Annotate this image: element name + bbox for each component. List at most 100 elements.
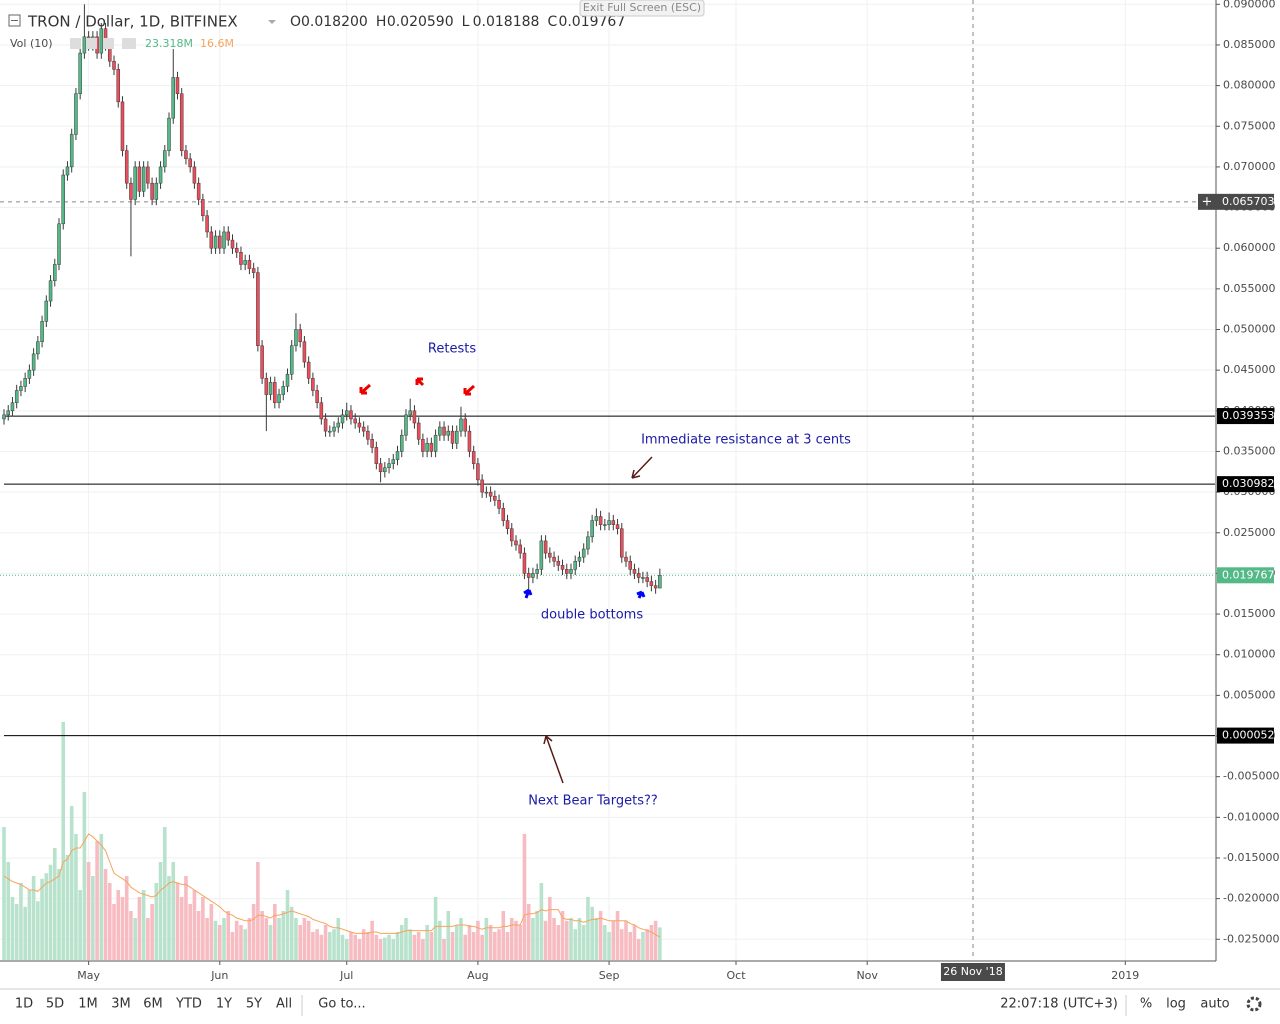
volume-bar [196, 911, 201, 960]
settings-icon[interactable] [1246, 996, 1262, 1012]
dropdown-icon[interactable] [268, 20, 276, 24]
candle-body [196, 182, 201, 200]
volume-bar [52, 848, 57, 960]
candle-body [493, 495, 497, 501]
range-button[interactable]: 1Y [216, 997, 232, 1012]
volume-bar [226, 911, 231, 960]
volume-bar [539, 883, 544, 960]
x-tick-label: 2019 [1111, 969, 1139, 982]
volume-bar [344, 939, 349, 960]
legend-icon[interactable] [103, 38, 114, 49]
volume-bar [69, 806, 74, 960]
candle-body [2, 414, 6, 420]
candle-body [188, 158, 192, 168]
volume-bar [366, 932, 370, 960]
candle-body [514, 540, 518, 546]
candle-body [150, 182, 154, 200]
y-tick-label: -0.025000 [1223, 932, 1279, 945]
legend-icon[interactable] [70, 38, 81, 49]
auto-button[interactable]: auto [1200, 997, 1229, 1012]
range-button[interactable]: 1D [15, 997, 33, 1012]
candle-body [645, 577, 649, 582]
candle-body [48, 280, 53, 302]
exit-button-label[interactable]: Exit Full Screen (ESC) [583, 1, 701, 14]
y-tick-label: 0.015000 [1223, 607, 1276, 620]
candle-body [569, 569, 573, 574]
range-button[interactable]: YTD [175, 997, 202, 1012]
ohlc-value: 0.020590 [387, 14, 454, 30]
log-button[interactable]: log [1166, 997, 1186, 1012]
volume-bar [535, 911, 539, 960]
volume-bar [201, 897, 205, 960]
goto-button[interactable]: Go to... [318, 997, 365, 1012]
volume-bar [86, 862, 91, 960]
volume-bar [36, 901, 40, 960]
annotation: Immediate resistance at 3 cents [641, 433, 851, 448]
candle-body [239, 252, 243, 265]
candle-body [167, 117, 171, 151]
volume-bar [162, 827, 167, 960]
candle-body [438, 426, 442, 436]
volume-bar [340, 934, 345, 960]
candle-body [99, 28, 104, 54]
legend-icon[interactable] [122, 38, 136, 49]
level-label: 0.030982 [1222, 477, 1275, 490]
volume-bar [471, 932, 476, 960]
percent-button[interactable]: % [1140, 997, 1152, 1012]
exit-button[interactable] [579, 0, 705, 17]
range-buttons: 1D 5D 1M 3M 6M YTD 1Y 5Y All [15, 997, 292, 1012]
crosshair-x-label: 26 Nov '18 [943, 965, 1002, 978]
y-tick-label: 0.080000 [1223, 79, 1276, 92]
x-tick-label: May [77, 969, 100, 982]
candle-body [573, 560, 577, 570]
volume-bar [10, 897, 15, 960]
y-tick-label: 0.010000 [1223, 648, 1276, 661]
axes: 0.090000 0.085000 0.080000 0.075000 0.070000… [0, 0, 1280, 982]
crosshair-y-label: 0.065703 [1222, 195, 1275, 208]
volume-bar [217, 925, 222, 960]
candle-body [251, 268, 256, 273]
volume-bar [188, 904, 192, 960]
candle-body [226, 231, 231, 241]
brown-arrow [543, 735, 564, 784]
y-tick-label: -0.010000 [1223, 810, 1279, 823]
candle-body [36, 341, 40, 355]
candle-body [192, 166, 197, 184]
candle-body [184, 150, 188, 160]
candle-body [497, 499, 501, 509]
x-tick-label: Oct [726, 969, 746, 982]
volume-bar [315, 929, 319, 960]
candle-body [598, 516, 603, 525]
candle-body [82, 36, 87, 54]
candle-body [632, 569, 637, 574]
last-price-label: 0.019767 [1222, 568, 1275, 581]
range-button[interactable]: 6M [143, 997, 163, 1012]
candle-body [158, 166, 163, 184]
candle-body [615, 524, 620, 529]
candle-body [628, 560, 632, 570]
range-button[interactable]: 5D [46, 997, 64, 1012]
volume-bar [480, 934, 484, 960]
candle-body [565, 569, 569, 574]
volume-bar [268, 925, 273, 960]
collapse-icon[interactable] [8, 14, 21, 27]
volume-bar [31, 876, 36, 960]
range-button[interactable]: 5Y [246, 997, 262, 1012]
candle-body [624, 556, 628, 562]
candle-body [222, 231, 226, 249]
candle-body [137, 166, 142, 192]
legend-icon[interactable] [86, 38, 97, 49]
range-button[interactable]: 1M [78, 997, 98, 1012]
ohlc-key: O [290, 14, 301, 30]
candle-body [543, 540, 548, 554]
volume-bar [141, 890, 146, 960]
candle-body [116, 69, 120, 103]
range-button[interactable]: All [276, 997, 292, 1012]
volume-bar [636, 939, 641, 960]
range-button[interactable]: 3M [111, 997, 131, 1012]
volume-bar [564, 920, 569, 960]
volume-bar [370, 920, 374, 960]
volume-bar [611, 920, 616, 960]
volume-bar [302, 918, 307, 960]
x-tick-label: Nov [856, 969, 878, 982]
